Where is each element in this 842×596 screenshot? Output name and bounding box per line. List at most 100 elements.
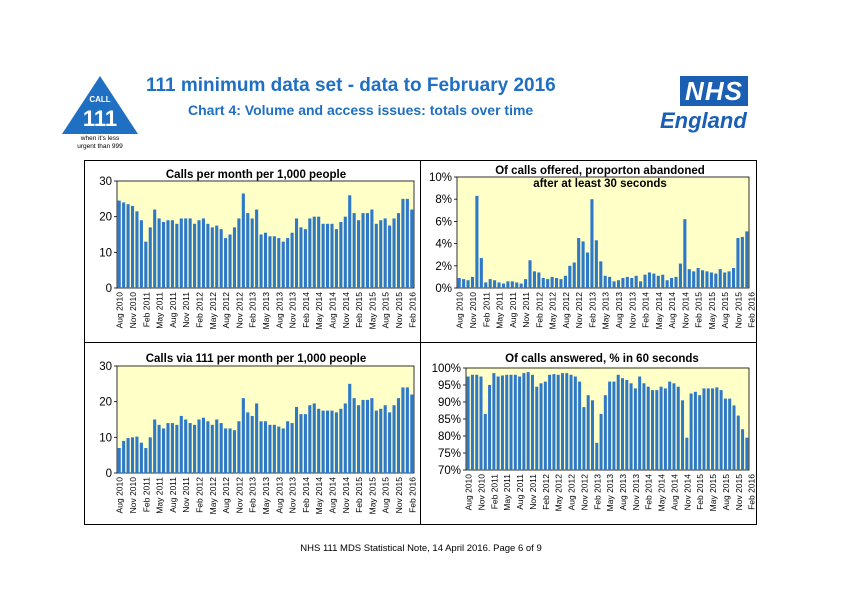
bar (524, 279, 528, 288)
bar (466, 376, 470, 470)
bar (246, 213, 250, 288)
bar (303, 414, 307, 473)
bar (501, 283, 506, 288)
x-tick-label: Aug 2015 (381, 477, 391, 514)
bar (535, 386, 539, 470)
nhs-logo-box: NHS (680, 76, 748, 106)
bar (228, 234, 232, 288)
x-tick-label: Aug 2013 (274, 292, 284, 329)
bar (232, 430, 237, 473)
x-tick-label: Nov 2012 (234, 292, 244, 329)
bar (193, 424, 197, 473)
bar (343, 216, 347, 288)
x-tick-label: May 2015 (708, 474, 718, 512)
bar (689, 393, 693, 470)
x-tick-label: Feb 2013 (592, 474, 602, 510)
x-tick-label: Feb 2013 (248, 292, 258, 328)
y-tick-label: 95% (438, 380, 461, 392)
bar (157, 218, 161, 288)
bar (250, 415, 254, 473)
logo-call-text: CALL (89, 95, 110, 104)
bar (130, 437, 135, 473)
bar (702, 388, 706, 470)
bar (500, 375, 504, 470)
bar (268, 236, 272, 288)
bar (277, 238, 281, 288)
x-tick-label: Nov 2014 (341, 477, 351, 514)
x-tick-label: Aug 2015 (381, 292, 391, 329)
x-tick-label: May 2012 (548, 292, 558, 330)
bar (219, 423, 223, 473)
bar (321, 410, 325, 473)
y-tick-label: 0% (435, 283, 452, 295)
x-tick-label: Nov 2011 (521, 292, 531, 328)
bar (321, 223, 325, 288)
bar (630, 278, 634, 288)
bar (215, 225, 219, 288)
nhs-england-text: England (660, 108, 747, 133)
x-tick-label: May 2011 (502, 474, 512, 511)
bar (745, 437, 749, 470)
page-subtitle: Chart 4: Volume and access issues: total… (188, 102, 534, 118)
bar (568, 265, 572, 288)
y-tick-label: 80% (438, 431, 461, 443)
bar (294, 407, 299, 473)
bar (462, 279, 466, 288)
bar (518, 376, 522, 470)
bar (642, 383, 646, 470)
bar (656, 275, 660, 288)
bar (188, 218, 192, 288)
bar (479, 376, 483, 470)
bar (388, 225, 392, 288)
bar (599, 413, 603, 470)
bar (263, 421, 268, 473)
y-tick-label: 85% (438, 414, 461, 426)
bar (608, 276, 612, 288)
bar (401, 387, 405, 473)
bar (543, 381, 547, 470)
bar (122, 440, 126, 473)
y-tick-label: 75% (438, 448, 461, 460)
bar (548, 374, 552, 470)
bar (510, 281, 514, 288)
chart-title-line: Of calls offered, proporton abandoned (495, 165, 705, 177)
bar (272, 424, 276, 473)
x-tick-label: Aug 2015 (720, 292, 730, 329)
bar (674, 276, 678, 288)
bar (374, 410, 378, 473)
bar (175, 223, 179, 288)
bar (396, 398, 401, 473)
x-tick-label: Nov 2010 (468, 292, 478, 329)
bar (286, 238, 290, 288)
x-tick-label: Aug 2010 (464, 474, 474, 511)
x-tick-label: Nov 2013 (288, 292, 298, 329)
x-tick-label: Aug 2012 (567, 474, 577, 511)
bar (166, 220, 170, 288)
bar (732, 405, 736, 470)
bar (552, 374, 556, 470)
x-tick-label: Nov 2014 (682, 474, 692, 511)
bar (210, 424, 214, 473)
bar (357, 405, 361, 473)
bar (621, 378, 625, 470)
x-tick-label: Aug 2010 (115, 477, 125, 514)
bar (581, 241, 585, 288)
bar (556, 374, 560, 470)
x-tick-label: May 2014 (654, 292, 664, 330)
bar (294, 218, 299, 288)
x-tick-label: Nov 2010 (477, 474, 487, 511)
plot-area (456, 176, 750, 289)
bar (352, 398, 356, 473)
bar (685, 437, 689, 470)
bar (519, 283, 523, 288)
x-tick-label: May 2013 (605, 474, 615, 512)
bar (663, 388, 667, 470)
bar (374, 223, 378, 288)
y-tick-label: 2% (435, 261, 452, 273)
x-tick-label: Nov 2015 (394, 477, 404, 514)
bar (383, 218, 387, 288)
bar (719, 390, 723, 470)
bar (466, 280, 470, 288)
y-tick-label: 10 (99, 432, 112, 444)
chart-title: Calls per month per 1,000 people (166, 169, 346, 181)
